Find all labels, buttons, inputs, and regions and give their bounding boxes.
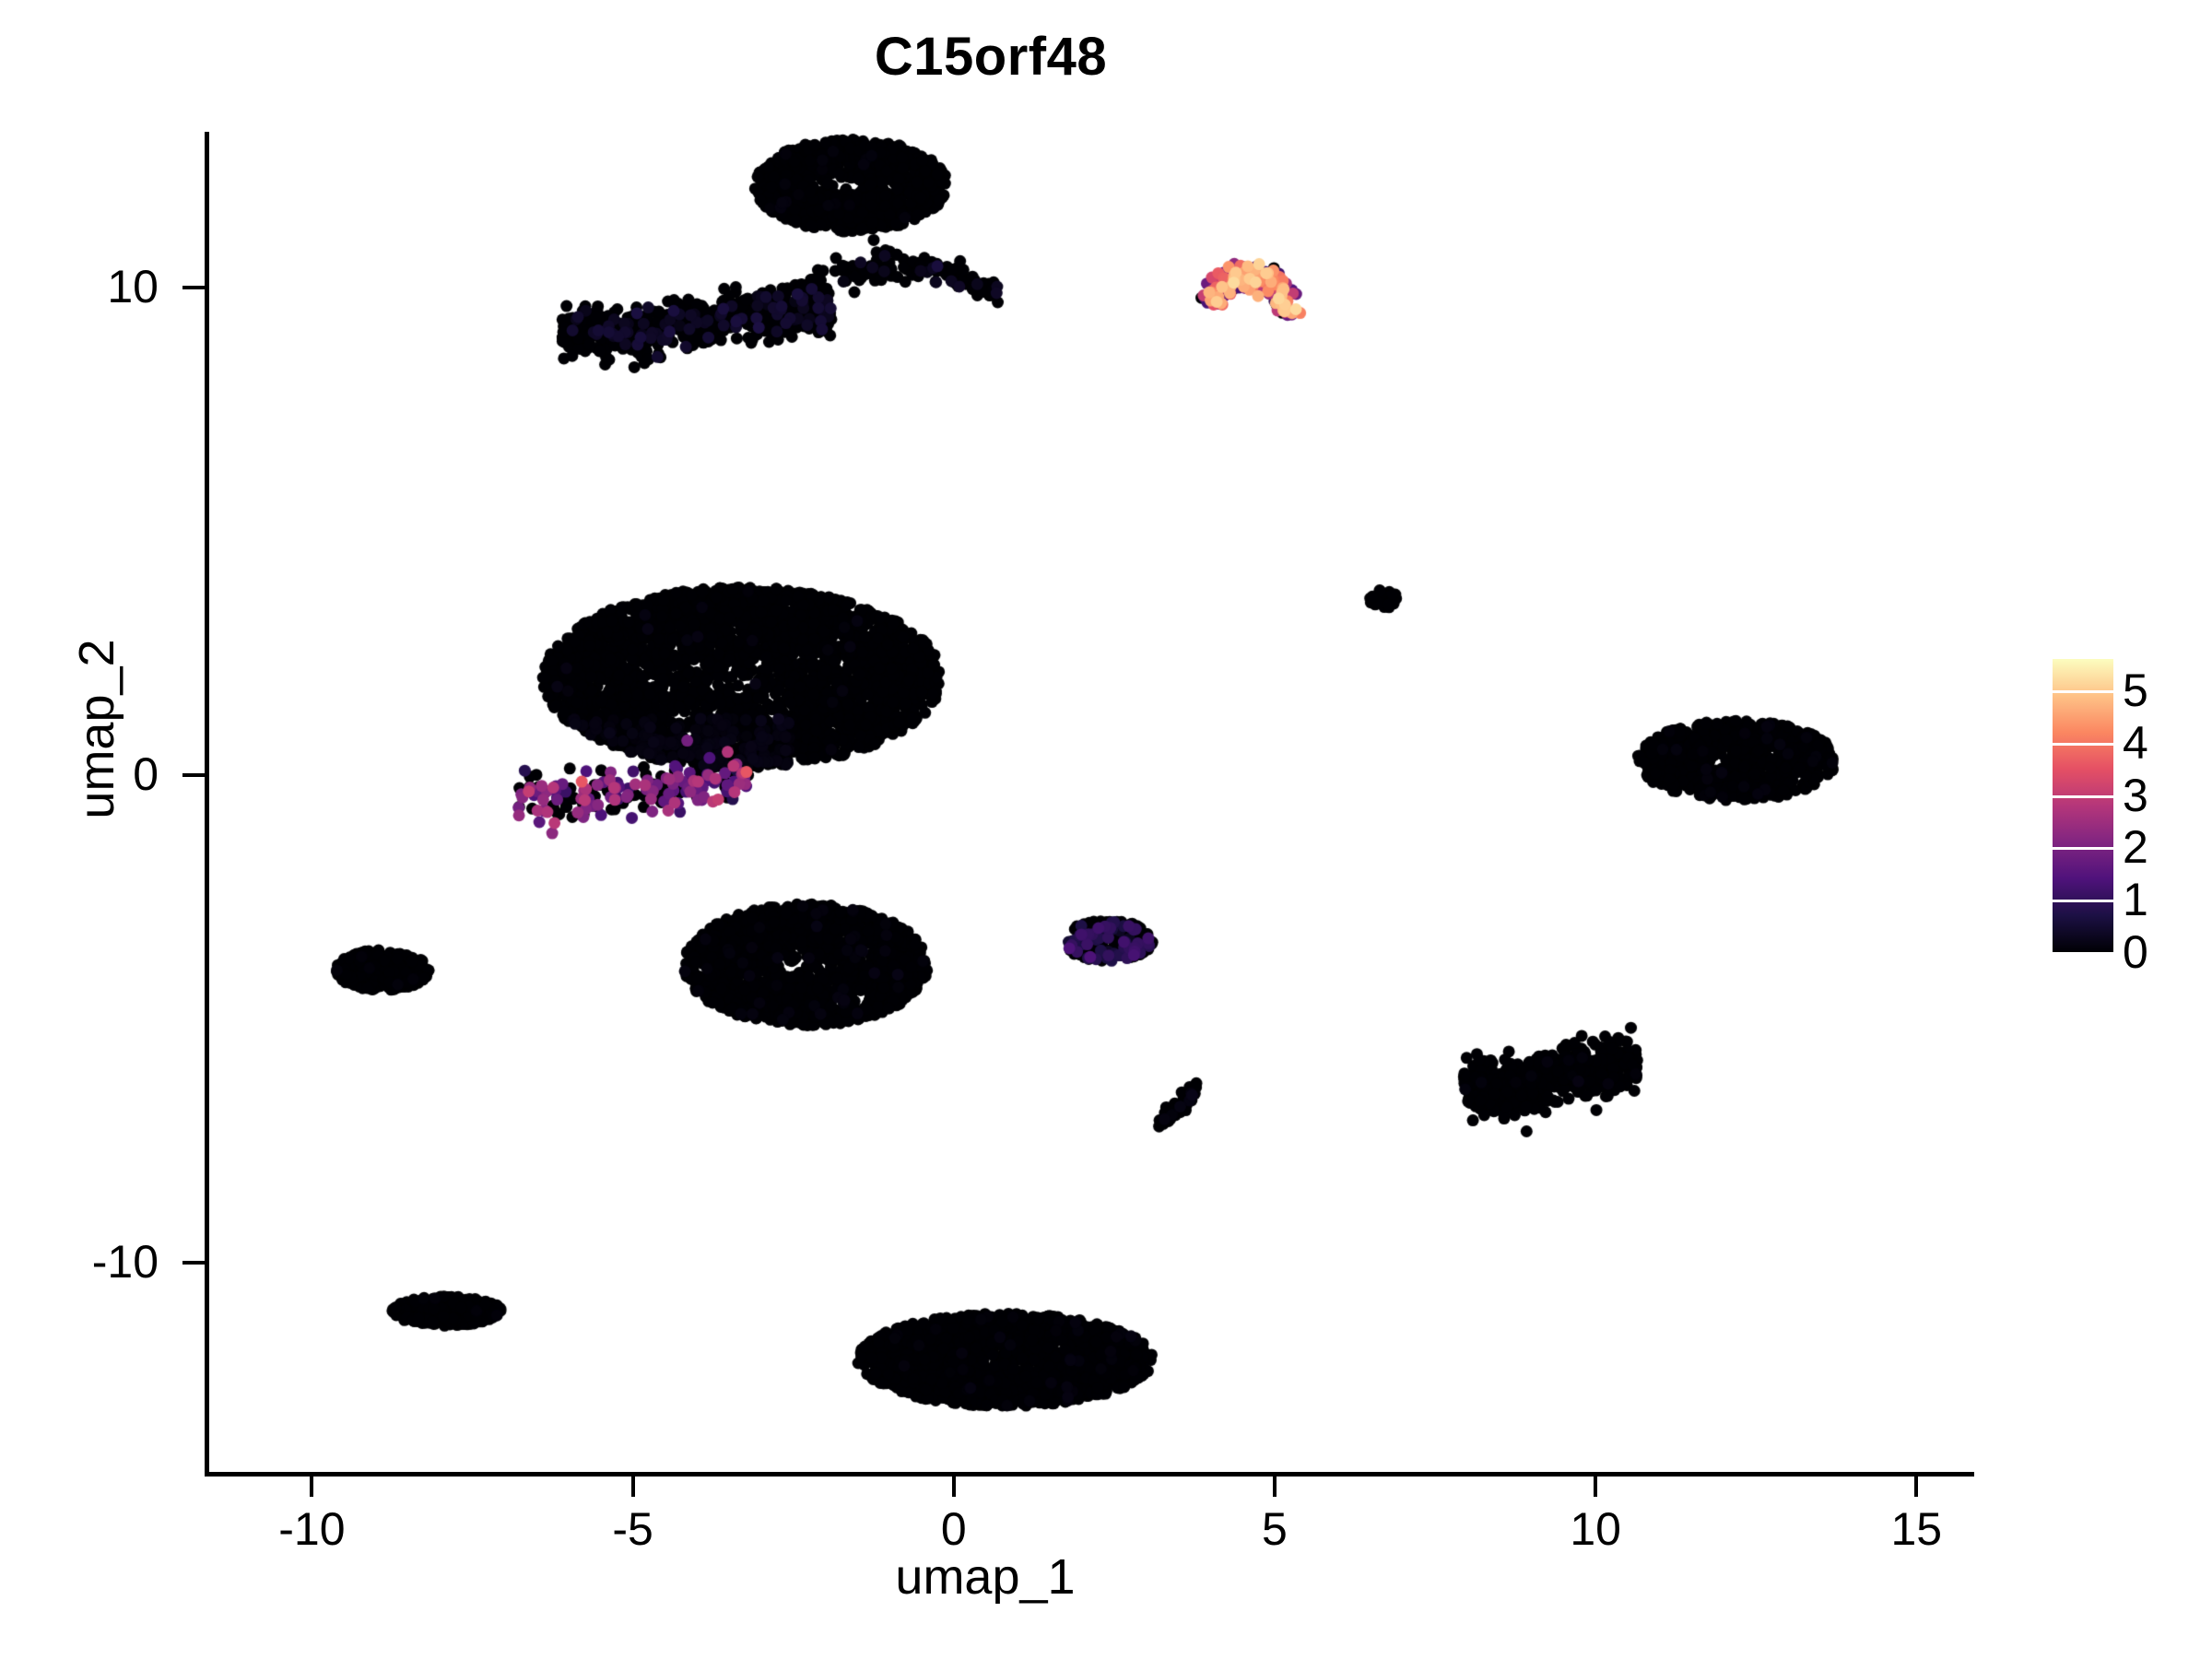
- page-title: C15orf48: [874, 27, 1108, 87]
- colorbar-tick-mark: [2053, 690, 2113, 694]
- colorbar-gradient: [2053, 659, 2113, 952]
- colorbar-tick-label: 1: [2123, 874, 2148, 926]
- x-tick-mark: [310, 1477, 314, 1497]
- colorbar-tick-label: 0: [2123, 926, 2148, 978]
- scatter-canvas: [209, 132, 1974, 1472]
- x-tick-label: -5: [612, 1503, 653, 1555]
- colorbar-tick-mark: [2053, 794, 2113, 798]
- x-tick-mark: [1272, 1477, 1277, 1497]
- x-tick-label: 10: [1570, 1503, 1621, 1555]
- colorbar-tick-mark: [2053, 847, 2113, 851]
- x-axis-label: umap_1: [895, 1549, 1076, 1605]
- y-axis-spine: [205, 132, 209, 1475]
- x-tick-mark: [1594, 1477, 1598, 1497]
- y-tick-label: -10: [91, 1235, 159, 1288]
- x-tick-label: -10: [278, 1503, 346, 1555]
- y-axis-label: umap_2: [69, 639, 124, 819]
- x-tick-mark: [630, 1477, 635, 1497]
- x-tick-label: 0: [940, 1503, 967, 1555]
- y-tick-mark: [182, 286, 206, 290]
- colorbar-tick-label: 5: [2123, 665, 2148, 717]
- colorbar-tick-mark: [2053, 742, 2113, 746]
- y-tick-label: 0: [133, 747, 159, 800]
- x-axis-spine: [205, 1472, 1974, 1477]
- colorbar-tick-label: 2: [2123, 821, 2148, 874]
- colorbar-tick-mark: [2053, 900, 2113, 903]
- x-tick-mark: [1914, 1477, 1919, 1497]
- scatter-plot-area[interactable]: [209, 132, 1974, 1472]
- x-tick-label: 5: [1262, 1503, 1288, 1555]
- y-tick-label: 10: [107, 261, 159, 313]
- colorbar-tick-label: 4: [2123, 716, 2148, 769]
- x-tick-mark: [951, 1477, 956, 1497]
- y-tick-mark: [182, 1260, 206, 1265]
- y-tick-mark: [182, 772, 206, 777]
- x-tick-label: 15: [1890, 1503, 1943, 1555]
- colorbar-tick-label: 3: [2123, 769, 2148, 821]
